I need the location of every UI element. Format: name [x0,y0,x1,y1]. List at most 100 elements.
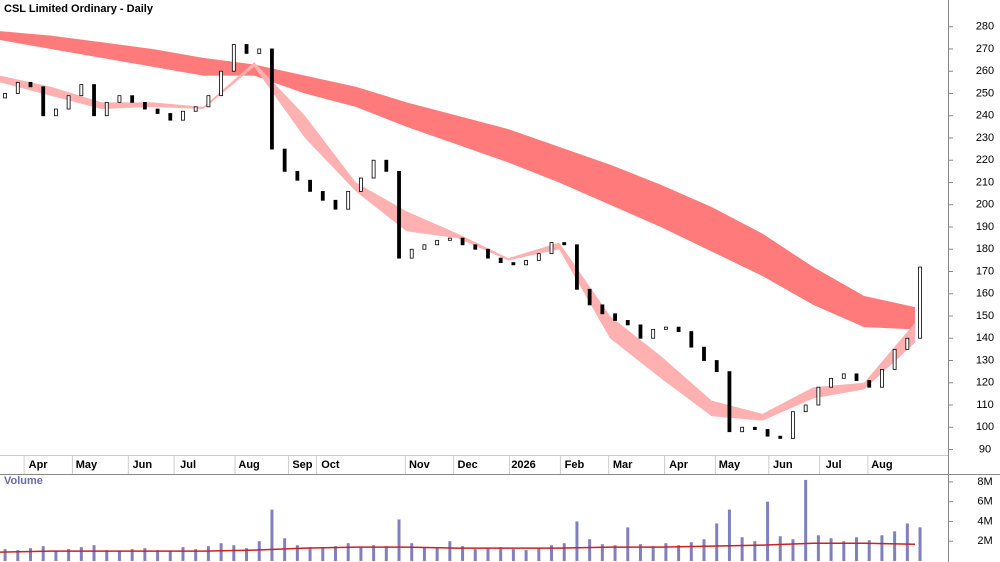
candle [142,101,147,110]
candle [473,244,478,250]
candle [816,386,821,406]
candle [104,101,109,117]
candle [625,320,630,326]
candle [511,262,516,266]
volume-bar [651,546,655,561]
volume-bar [727,509,731,561]
x-tick-label: Jul [180,459,196,471]
volume-bar [537,548,541,561]
candle [613,313,617,321]
volume-bar [486,548,490,561]
candle [689,331,694,348]
candle [270,48,274,150]
y-tick-label: 190 [976,221,994,233]
x-tick-label: Oct [321,459,340,471]
x-tick-label: Apr [669,459,689,471]
volume-bar [867,540,871,561]
x-tick-label: Sep [292,459,312,471]
candle [244,44,249,54]
y-tick-label: 160 [976,288,994,300]
volume-bar [778,536,782,561]
x-tick-label: Jun [773,459,793,471]
volume-bar [435,548,439,561]
volume-bar [333,546,337,561]
volume-bar [232,545,236,561]
candle [3,93,7,99]
volume-bar [626,527,630,561]
candle [308,179,312,192]
x-tick-label: May [719,459,741,471]
candle [600,304,605,315]
candle [54,108,58,117]
y-tick-label: 260 [976,65,994,77]
candle [791,411,795,439]
candle [829,377,833,388]
y-tick-label: 170 [976,265,994,277]
candle [905,337,910,350]
y-tick-label: 230 [976,132,994,144]
volume-bar [766,501,770,561]
volume-bar [105,550,109,561]
volume-bar [321,548,325,561]
y-tick-label: 110 [976,399,994,411]
volume-bar [219,543,223,561]
candle [359,177,363,192]
volume-bar [194,549,198,561]
volume-bar [206,546,210,561]
x-tick-label: May [76,459,98,471]
volume-bar [143,548,147,561]
volume-bar [715,523,719,561]
volume-bar [880,535,884,561]
candle [257,48,262,54]
y-tick-label: 210 [976,176,994,188]
candle [918,266,922,339]
volume-bar [359,547,363,561]
candle [892,348,897,370]
candle [587,288,592,306]
volume-bar [893,531,897,561]
candle [92,84,96,117]
volume-bar [664,543,668,561]
candle [676,326,681,332]
x-tick-label: 2026 [511,459,535,471]
candle [435,239,440,246]
y-tick-label: 4M [977,515,992,527]
y-tick-label: 200 [976,199,994,211]
candle [28,81,33,88]
band [0,31,915,330]
candle [320,190,325,201]
x-tick-label: Feb [565,459,585,471]
x-tick-label: Dec [458,459,478,471]
volume-bar [117,551,121,561]
candle [524,259,529,266]
candle [447,237,452,241]
volume-bar [524,550,528,561]
candle [155,108,160,114]
x-tick-label: Nov [409,459,431,471]
candle [333,199,338,210]
volume-bar [511,549,515,561]
volume-bar [613,545,617,561]
candle [854,373,859,381]
candle [638,324,643,339]
candle [663,326,668,330]
y-tick-label: 220 [976,154,994,166]
volume-bar [740,537,744,561]
volume-bar [575,521,579,561]
y-tick-label: 240 [976,110,994,122]
candle [15,81,20,94]
x-tick-label: Aug [238,459,259,471]
volume-bar [3,549,7,561]
volume-bar [422,547,426,561]
volume-average [0,542,915,553]
volume-bar [16,550,20,561]
volume-bar [181,547,185,561]
volume-bar [41,546,45,561]
volume-bar [588,539,592,561]
y-tick-label: 2M [977,535,992,547]
volume-bar [168,551,172,561]
candle [206,95,211,108]
y-tick-label: 120 [976,377,994,389]
volume-title: Volume [4,475,43,487]
